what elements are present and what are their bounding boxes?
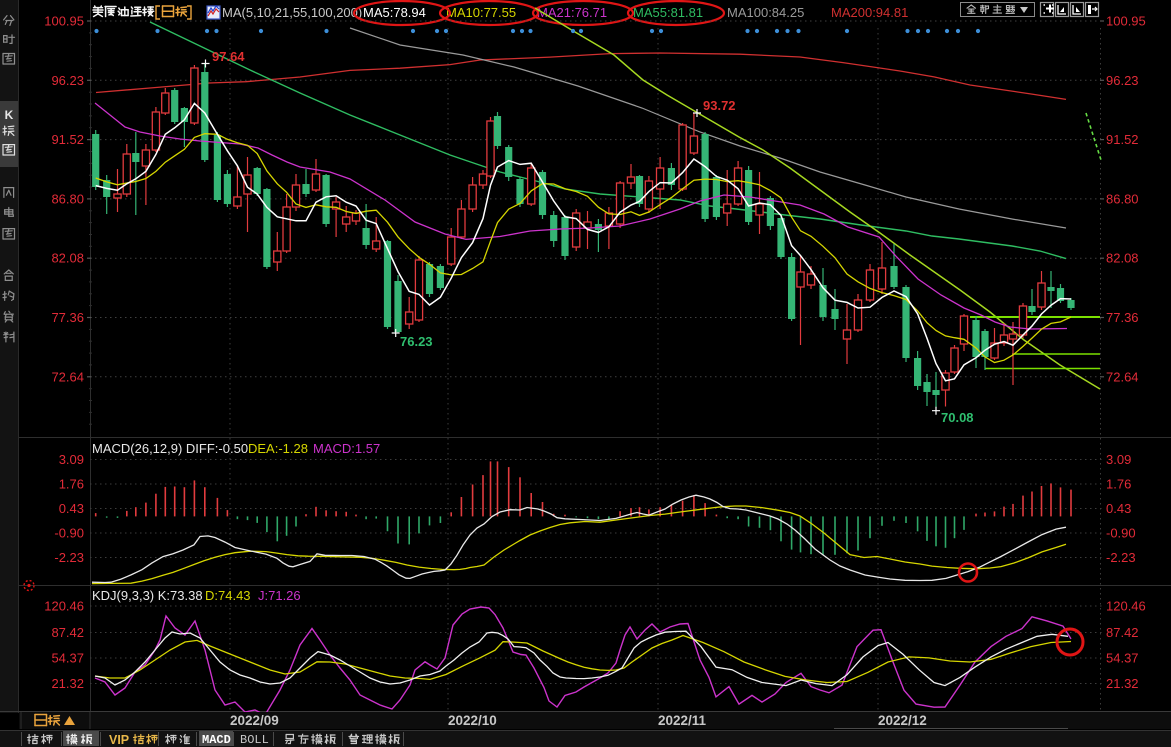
svg-text:MACD:1.57: MACD:1.57 (313, 441, 380, 456)
svg-text:-0.90: -0.90 (54, 526, 84, 541)
svg-text:100.95: 100.95 (1106, 14, 1146, 29)
svg-text:91.52: 91.52 (51, 132, 84, 147)
svg-text:91.52: 91.52 (1106, 132, 1139, 147)
svg-text:72.64: 72.64 (51, 369, 84, 384)
svg-text:MA55:81.81: MA55:81.81 (633, 5, 703, 20)
svg-text:MACD(26,12,9) DIFF:-0.50: MACD(26,12,9) DIFF:-0.50 (92, 441, 248, 456)
svg-text:120.46: 120.46 (1106, 599, 1146, 614)
svg-text:97.64: 97.64 (212, 49, 245, 64)
svg-text:-2.23: -2.23 (54, 550, 84, 565)
svg-text:0.43: 0.43 (59, 501, 84, 516)
svg-text:77.36: 77.36 (1106, 310, 1139, 325)
svg-text:100.95: 100.95 (44, 14, 84, 29)
svg-text:KDJ(9,3,3) K:73.38: KDJ(9,3,3) K:73.38 (92, 588, 203, 603)
svg-text:2022/10: 2022/10 (448, 713, 497, 728)
svg-text:MA(5,10,21,55,100,200): MA(5,10,21,55,100,200) (222, 5, 362, 20)
svg-text:MA21:76.71: MA21:76.71 (537, 5, 607, 20)
svg-text:0.43: 0.43 (1106, 501, 1131, 516)
svg-text:MACD: MACD (202, 733, 231, 747)
svg-text:J:71.26: J:71.26 (258, 588, 301, 603)
svg-text:MA5:78.94: MA5:78.94 (363, 5, 426, 20)
svg-text:MA10:77.55: MA10:77.55 (446, 5, 516, 20)
svg-text:21.32: 21.32 (51, 676, 84, 691)
svg-text:87.42: 87.42 (1106, 625, 1139, 640)
svg-text:86.80: 86.80 (51, 191, 84, 206)
svg-text:54.37: 54.37 (1106, 651, 1139, 666)
svg-text:86.80: 86.80 (1106, 191, 1139, 206)
svg-text:1.76: 1.76 (59, 477, 84, 492)
svg-text:21.32: 21.32 (1106, 676, 1139, 691)
svg-text:-2.23: -2.23 (1106, 550, 1136, 565)
svg-text:BOLL: BOLL (240, 733, 269, 747)
svg-text:MA100:84.25: MA100:84.25 (727, 5, 804, 20)
svg-text:96.23: 96.23 (51, 73, 84, 88)
svg-text:96.23: 96.23 (1106, 73, 1139, 88)
svg-text:82.08: 82.08 (1106, 251, 1139, 266)
svg-text:2022/12: 2022/12 (878, 713, 927, 728)
svg-text:72.64: 72.64 (1106, 369, 1139, 384)
svg-text:-0.90: -0.90 (1106, 526, 1136, 541)
svg-text:1.76: 1.76 (1106, 477, 1131, 492)
svg-text:3.09: 3.09 (59, 452, 84, 467)
svg-text:K: K (5, 108, 14, 122)
svg-text:93.72: 93.72 (703, 98, 736, 113)
svg-text:82.08: 82.08 (51, 251, 84, 266)
svg-text:2022/11: 2022/11 (658, 713, 707, 728)
svg-text:76.23: 76.23 (400, 334, 433, 349)
svg-text:87.42: 87.42 (51, 625, 84, 640)
svg-text:D:74.43: D:74.43 (205, 588, 251, 603)
svg-text:DEA:-1.28: DEA:-1.28 (248, 441, 308, 456)
svg-text:2022/09: 2022/09 (230, 713, 279, 728)
svg-text:VIP: VIP (109, 733, 129, 747)
svg-text:70.08: 70.08 (941, 410, 974, 425)
svg-text:54.37: 54.37 (51, 651, 84, 666)
svg-text:MA200:94.81: MA200:94.81 (831, 5, 908, 20)
svg-text:3.09: 3.09 (1106, 452, 1131, 467)
svg-text:120.46: 120.46 (44, 599, 84, 614)
svg-text:77.36: 77.36 (51, 310, 84, 325)
